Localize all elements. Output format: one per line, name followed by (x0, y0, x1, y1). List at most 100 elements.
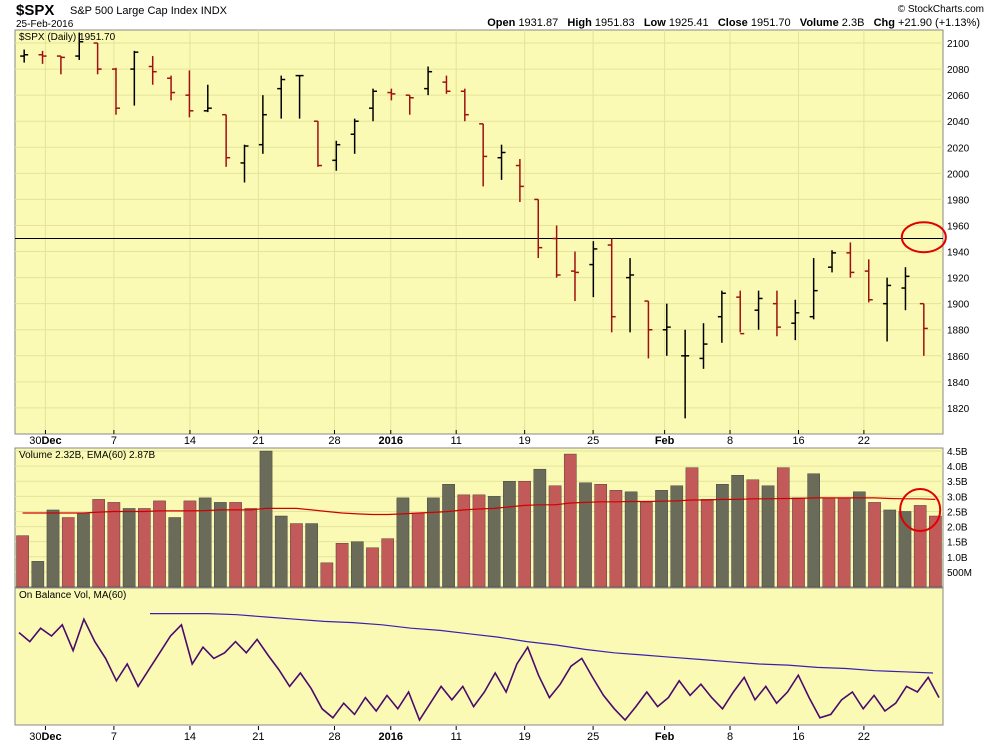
volume-tick-label: 1.0B (947, 553, 968, 564)
ohlc-bar (479, 123, 488, 187)
volume-tick-label: 4.0B (947, 462, 968, 473)
price-legend: $SPX (Daily) 1951.70 (19, 32, 116, 43)
volume-bar (168, 517, 182, 588)
ohlc-bar (497, 144, 506, 180)
volume-bar (274, 515, 288, 588)
ohlc-bar (350, 118, 359, 154)
ohlc-bar (222, 113, 231, 167)
ohlc-bar (38, 50, 47, 64)
quote-summary: Open 1931.87 High 1951.83 Low 1925.41 Cl… (487, 17, 980, 29)
volume-bar (807, 473, 820, 588)
ohlc-bar (332, 140, 341, 171)
x-tick-label: 19 (519, 731, 531, 743)
volume-bar (746, 479, 760, 588)
x-tick-label: 7 (111, 731, 117, 743)
ohlc-bar (75, 32, 84, 60)
volume-bar (472, 494, 486, 588)
volume-bar (716, 484, 729, 588)
ohlc-bar (203, 84, 212, 113)
volume-tick-label: 500M (947, 568, 972, 579)
volume-bar (776, 467, 790, 588)
chart-description: S&P 500 Large Cap Index INDX (70, 5, 227, 17)
volume-bar (16, 535, 29, 588)
x-tick-label: 30Dec (29, 731, 61, 743)
volume-bar (107, 502, 121, 588)
obv-ma-line (150, 613, 934, 674)
obv-legend: On Balance Vol, MA(60) (19, 590, 126, 601)
volume-tick-label: 4.5B (947, 447, 968, 458)
x-tick-label: 14 (184, 731, 196, 743)
volume-bar (442, 484, 455, 588)
ohlc-bar (626, 258, 635, 333)
volume-bar (792, 497, 805, 588)
ohlc-bar (846, 242, 855, 278)
chart-date: 25-Feb-2016 (16, 19, 74, 30)
close-value: 1951.70 (750, 17, 791, 29)
volume-bar (685, 467, 699, 588)
obv-line (18, 617, 940, 722)
ohlc-bar (534, 198, 543, 259)
x-tick-label: 16 (792, 731, 804, 743)
exchange-label: INDX (200, 5, 227, 17)
volume-bar (761, 485, 775, 588)
ohlc-bar (754, 290, 763, 330)
x-tick-label: 21 (252, 435, 264, 447)
volume-label: Volume (799, 17, 839, 29)
ohlc-bar (130, 50, 139, 106)
volume-bar (396, 497, 410, 588)
x-tick-label: 25 (587, 731, 599, 743)
x-tick-label: Feb (655, 435, 675, 447)
volume-bar (153, 500, 166, 588)
x-tick-label: 28 (328, 731, 340, 743)
volume-bar (366, 547, 379, 588)
volume-bar (290, 523, 303, 588)
volume-bar (624, 491, 638, 588)
volume-bar (122, 508, 136, 588)
ohlc-bar (20, 49, 29, 63)
ohlc-bar (607, 238, 616, 333)
ohlc-bar (148, 56, 157, 85)
open-label: Open (487, 17, 516, 29)
open-value: 1931.87 (518, 17, 559, 29)
x-axis-bottom: 30Dec 7 14 21 28 2016 11 19 25 Feb 8 16 22 (29, 726, 870, 743)
x-tick-label: 7 (111, 435, 117, 447)
x-tick-label: 2016 (379, 731, 403, 743)
obv-panel-bg (14, 587, 944, 726)
volume-bar (670, 485, 684, 588)
x-tick-label: 8 (727, 731, 733, 743)
ohlc-bar (369, 88, 378, 122)
volume-bar (61, 517, 75, 588)
ohlc-bar (185, 70, 194, 118)
volume-bar (518, 481, 531, 588)
high-label: High (567, 17, 592, 29)
volume-bar (320, 562, 334, 588)
stockcharts-credit[interactable]: © StockCharts.com (897, 4, 984, 15)
ohlc-bar (919, 302, 928, 356)
ohlc-bar (93, 42, 102, 75)
price-tick-label: 2080 (947, 65, 970, 76)
price-tick-label: 2000 (947, 169, 970, 180)
volume-bar (229, 502, 242, 588)
price-tick-label: 1860 (947, 352, 970, 363)
change-label: Chg (873, 17, 895, 29)
volume-bar (46, 509, 60, 588)
obv-panel: On Balance Vol, MA(60) (14, 587, 944, 726)
volume-bar (640, 502, 653, 588)
price-tick-label: 1980 (947, 195, 970, 206)
ohlc-bar (424, 66, 433, 96)
volume-tick-label: 2.0B (947, 523, 968, 534)
volume-bar (198, 497, 212, 588)
high-value: 1951.83 (594, 17, 635, 29)
x-tick-label: Feb (655, 731, 675, 743)
price-panel: 1820 1840 1860 1880 1900 1920 1940 1960 1980 2000… (14, 29, 970, 435)
volume-bar (731, 474, 744, 588)
ohlc-bar (681, 329, 690, 419)
ohlc-bar (864, 259, 873, 303)
x-tick-label: 22 (858, 435, 870, 447)
volume-bar (579, 482, 592, 588)
change-value: +21.90 (+1.13%) (898, 17, 980, 29)
low-value: 1925.41 (668, 17, 709, 29)
ohlc-bar (791, 299, 800, 341)
price-tick-label: 1920 (947, 274, 970, 285)
volume-bar (883, 509, 897, 588)
